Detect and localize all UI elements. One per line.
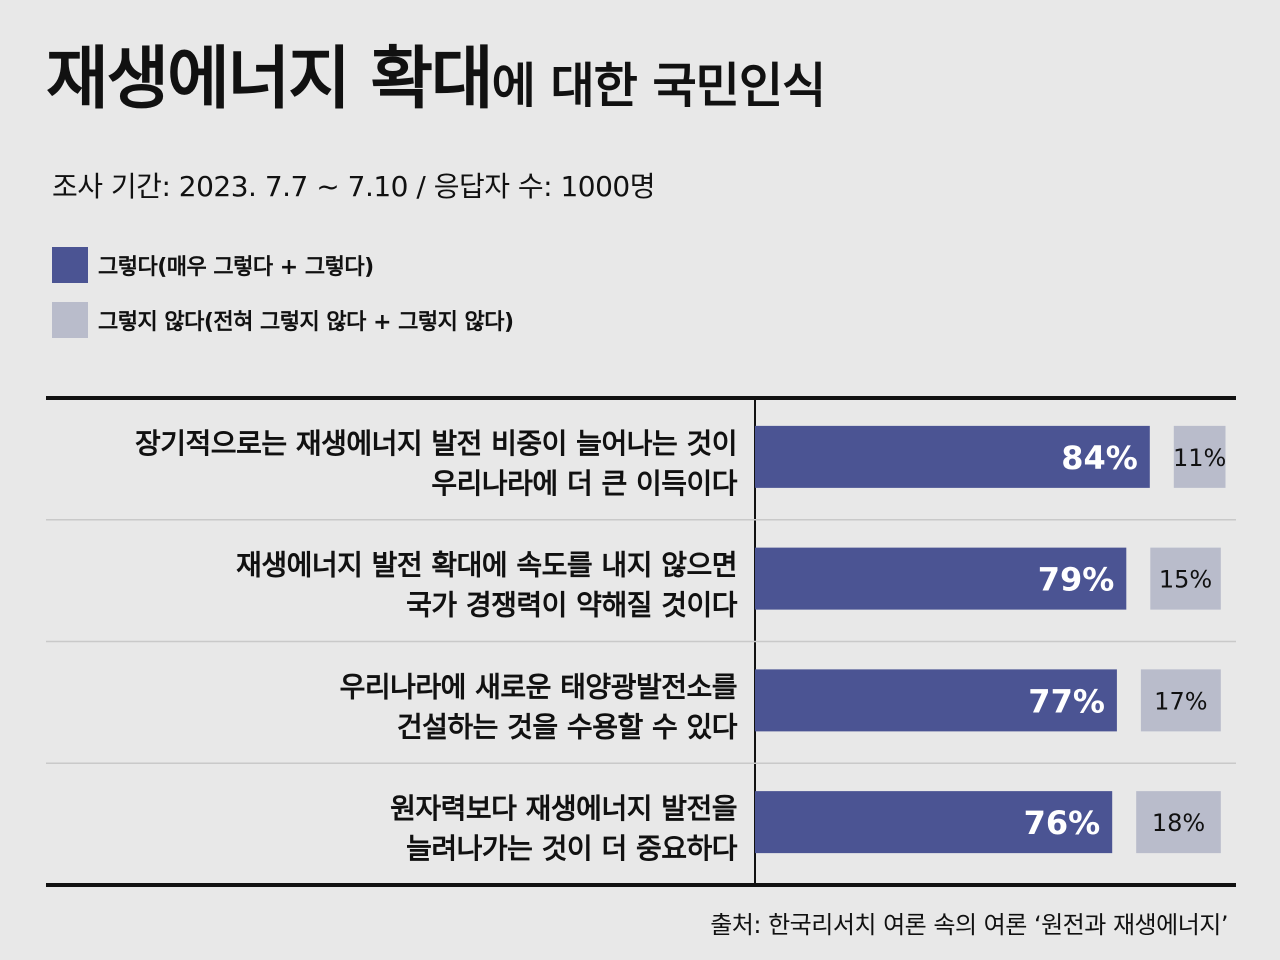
legend-swatch-agree xyxy=(52,247,88,283)
category-label-line: 늘려나가는 것이 더 중요하다 xyxy=(406,832,738,865)
bar-disagree xyxy=(1173,425,1226,488)
survey-info: 조사 기간: 2023. 7.7 ~ 7.10 / 응답자 수: 1000명 xyxy=(52,170,656,203)
category-label-line: 재생에너지 발전 확대에 속도를 내지 않으면 xyxy=(236,549,737,582)
page-title: 재생에너지 확대에 대한 국민인식 xyxy=(46,46,827,114)
category-label-line: 우리나라에 더 큰 이득이다 xyxy=(431,467,737,500)
legend-swatch-disagree xyxy=(52,302,88,338)
source-note: 출처: 한국리서치 여론 속의 여론 ‘원전과 재생에너지’ xyxy=(710,911,1228,939)
category-label-line: 국가 경쟁력이 약해질 것이다 xyxy=(406,589,738,622)
category-label-line: 우리나라에 새로운 태양광발전소를 xyxy=(340,670,737,703)
title-sub: 에 대한 국민인식 xyxy=(491,58,827,114)
legend-label-disagree: 그렇지 않다(전혀 그렇지 않다 + 그렇지 않다) xyxy=(98,310,514,335)
category-label-line: 원자력보다 재생에너지 발전을 xyxy=(390,792,737,825)
bar-disagree xyxy=(1150,547,1221,610)
legend-item-disagree: 그렇지 않다(전혀 그렇지 않다 + 그렇지 않다) xyxy=(52,302,514,338)
bar-agree xyxy=(755,669,1117,732)
bar-disagree xyxy=(1140,669,1221,732)
data-label-disagree: 18% xyxy=(1152,809,1205,837)
data-label-disagree: 15% xyxy=(1159,566,1212,594)
legend-item-agree: 그렇다(매우 그렇다 + 그렇다) xyxy=(52,247,374,283)
data-label-agree: 76% xyxy=(1024,804,1101,842)
category-label-line: 건설하는 것을 수용할 수 있다 xyxy=(397,710,738,743)
bar-agree xyxy=(755,791,1113,854)
data-label-disagree: 17% xyxy=(1154,687,1207,715)
legend-label-agree: 그렇다(매우 그렇다 + 그렇다) xyxy=(98,255,374,280)
data-label-agree: 84% xyxy=(1061,439,1138,477)
bar-agree xyxy=(755,547,1127,610)
title-main: 재생에너지 확대 xyxy=(46,40,494,119)
data-label-agree: 79% xyxy=(1038,561,1115,599)
bar-disagree xyxy=(1136,791,1221,854)
category-label-line: 장기적으로는 재생에너지 발전 비중이 늘어나는 것이 xyxy=(135,427,737,460)
data-label-disagree: 11% xyxy=(1173,444,1226,472)
bar-agree xyxy=(755,425,1150,488)
data-label-agree: 77% xyxy=(1028,682,1105,720)
